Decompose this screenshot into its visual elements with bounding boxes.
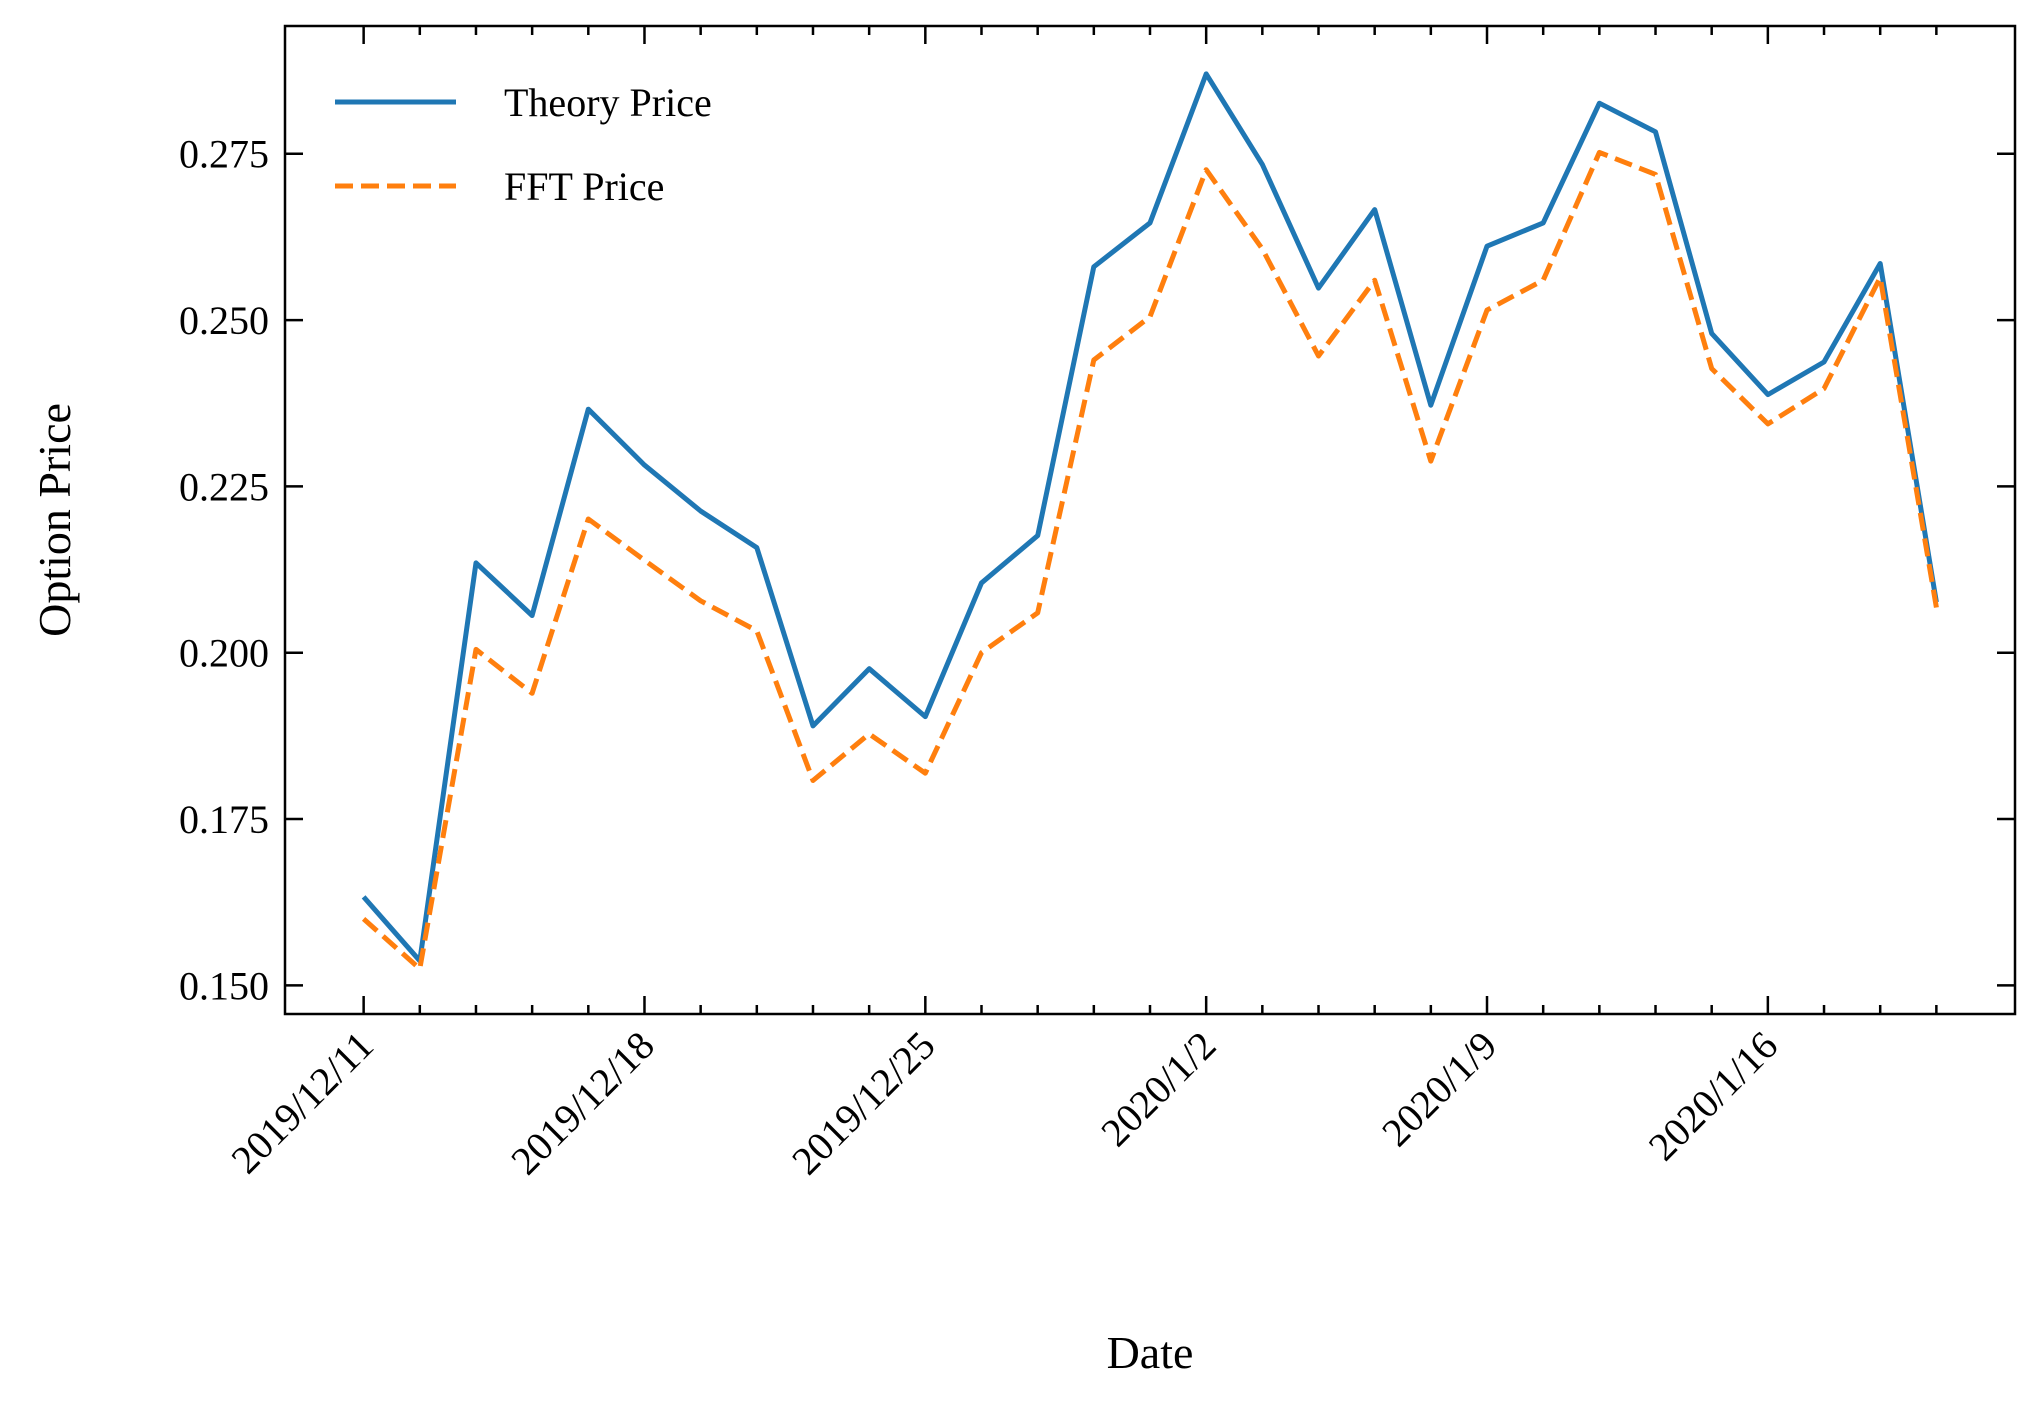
- plot-frame: [283, 24, 2017, 1016]
- line-series: [361, 71, 1939, 964]
- y-tick-label: 0.150: [179, 963, 269, 1008]
- y-tick-label: 0.275: [179, 132, 269, 177]
- legend-label: FFT Price: [504, 164, 664, 209]
- y-tick-label: 0.225: [179, 464, 269, 509]
- y-tick-label: 0.175: [179, 797, 269, 842]
- x-axis-label: Date: [1107, 1327, 1194, 1378]
- legend-label: Theory Price: [504, 80, 712, 125]
- line-series: [361, 149, 1939, 972]
- y-axis-label: Option Price: [29, 403, 80, 637]
- y-tick-label: 0.250: [179, 298, 269, 343]
- y-tick-label: 0.200: [179, 631, 269, 676]
